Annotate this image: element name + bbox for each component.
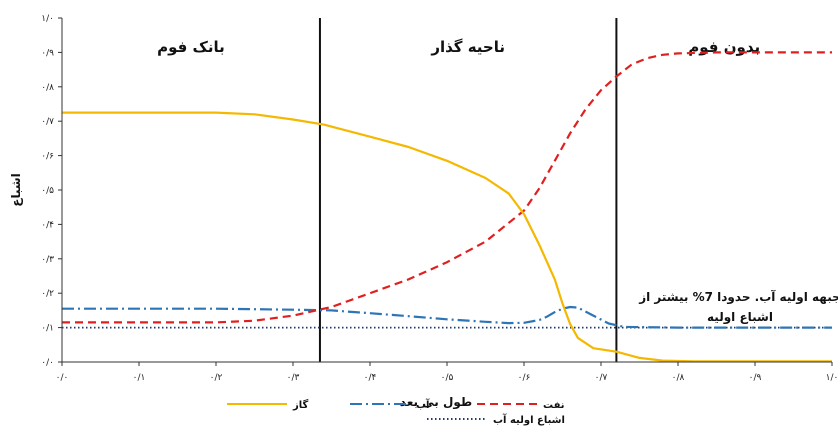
x-tick-label: ۰/۶: [518, 373, 531, 383]
x-axis-title: طول بی بعد: [400, 395, 472, 410]
y-tick-label: ۰/۶: [41, 152, 54, 162]
legend-label-3: نفت: [543, 400, 565, 411]
axis-ticks: ۰/۰ ۰/۱ ۰/۲ ۰/۳ ۰/۴ ۰/۵ ۰/۶ ۰/۷ ۰/۸ ۰/۹ ۱/۰ ۰/۰ ۰/۱ ۰…: [41, 14, 838, 383]
y-tick-label: ۰/۴: [41, 220, 54, 230]
x-tick-label: ۰/۲: [210, 373, 223, 383]
region-label-2: ناحیه گذار: [430, 38, 505, 56]
legend-label-2: آب: [416, 398, 430, 411]
y-tick-label: ۰/۸: [41, 83, 54, 93]
x-tick-label: ۱/۰: [826, 373, 838, 383]
y-axis-title: اشباع: [9, 173, 23, 207]
y-tick-label: ۱/۰: [41, 14, 54, 24]
legend-label-4: اشباع اولیه آب: [493, 413, 565, 426]
region-label-3: بدون فوم: [688, 38, 760, 56]
x-tick-label: ۰/۰: [56, 373, 69, 383]
series-lines: [62, 51, 832, 363]
y-tick-label: ۰/۷: [41, 117, 54, 127]
region-dividers: بانک فوم ناحیه گذار بدون فوم: [157, 18, 760, 362]
x-tick-label: ۰/۷: [595, 373, 608, 383]
y-tick-label: ۰/۱: [41, 324, 54, 334]
annotation-line-2: اشباع اولیه: [707, 310, 773, 325]
x-tick-label: ۰/۸: [672, 373, 685, 383]
y-tick-label: ۰/۹: [41, 48, 54, 58]
legend: گاز آب نفت اشباع اولیه آب: [227, 398, 565, 426]
region-label-1: بانک فوم: [157, 38, 225, 56]
y-tick-label: ۰/۳: [41, 255, 54, 265]
series-line-3: [62, 51, 832, 324]
x-tick-label: ۰/۱: [133, 373, 146, 383]
x-tick-label: ۰/۳: [287, 373, 300, 383]
x-tick-label: ۰/۹: [749, 373, 762, 383]
y-tick-label: ۰/۰: [41, 358, 54, 368]
legend-label-1: گاز: [292, 398, 309, 411]
y-tick-label: ۰/۲: [41, 289, 54, 299]
annotation-line-1: جبهه اولیه آب. حدودا 7% بیشتر از: [638, 289, 838, 305]
series-line-1: [62, 111, 832, 363]
series-line-2: [62, 305, 832, 329]
x-tick-label: ۰/۵: [441, 373, 454, 383]
x-tick-label: ۰/۴: [364, 373, 377, 383]
y-tick-label: ۰/۵: [41, 186, 54, 196]
